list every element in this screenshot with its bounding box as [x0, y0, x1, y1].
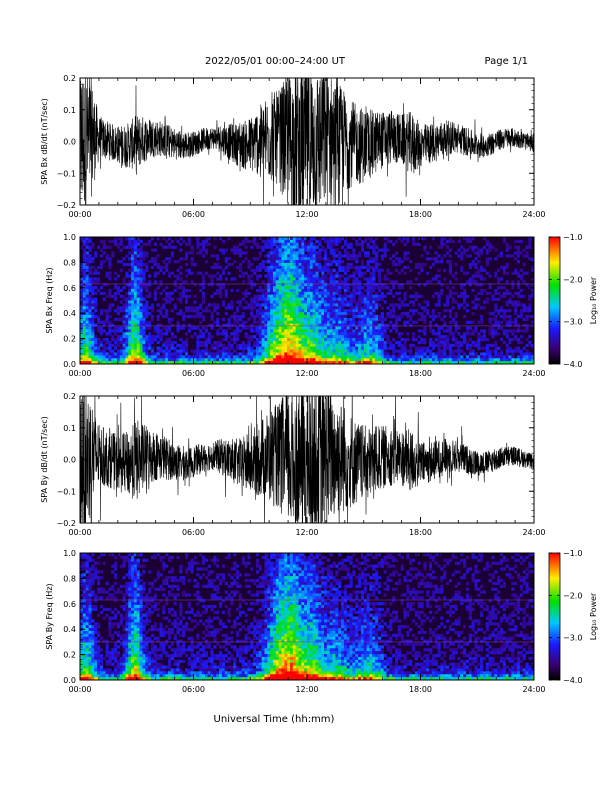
spectrogram-bx: [80, 237, 534, 364]
y-tick-label: 0.4: [63, 625, 76, 634]
x-tick-label: 24:00: [522, 685, 545, 694]
x-tick-label: 06:00: [182, 210, 205, 219]
colorbar-tick-label: −4.0: [563, 676, 582, 685]
axis-ticks: 00:00 06:00 12:00 18:00 24:00 0.2 0.1 0.0 −0.1 −0…: [57, 392, 546, 537]
y-tick-label: 0.1: [63, 106, 76, 115]
y-tick-label: −0.1: [57, 487, 76, 496]
panel-by-waveform: 00:00 06:00 12:00 18:00 24:00 0.2 0.1 0.0 −0.1 −0…: [40, 392, 546, 537]
waveform-bx: [80, 78, 534, 205]
x-tick-label: 24:00: [522, 210, 545, 219]
y-tick-label: 1.0: [63, 233, 76, 242]
waveform-by: [80, 396, 534, 523]
waveform-trace: [80, 78, 534, 205]
panel-bx-spectrogram: 00:00 06:00 12:00 18:00 24:00 1.0 0.8 0.6 0.4 0.2…: [45, 233, 598, 378]
x-tick-label: 24:00: [522, 369, 545, 378]
x-tick-label: 06:00: [182, 528, 205, 537]
spectrogram-by: [80, 553, 534, 680]
axis-ticks: 00:00 06:00 12:00 18:00 24:00 0.2 0.1 0.0 −0.1 −0…: [57, 74, 546, 219]
y-axis-label: SPA By Freq (Hz): [45, 583, 54, 649]
y-tick-label: 0.2: [63, 335, 76, 344]
x-tick-label: 18:00: [409, 685, 432, 694]
y-tick-label: 0.2: [63, 74, 76, 83]
y-tick-label: 0.4: [63, 309, 76, 318]
x-axis-label: Universal Time (hh:mm): [214, 714, 335, 725]
y-tick-label: 0.0: [63, 360, 76, 369]
waveform-trace: [80, 396, 534, 523]
colorbar-tick-label: −2.0: [563, 591, 582, 600]
x-tick-label: 24:00: [522, 528, 545, 537]
colorbar-tick-label: −2.0: [563, 275, 582, 284]
y-tick-label: 0.0: [63, 138, 76, 147]
colorbar-gradient: [548, 552, 561, 681]
colorbar-label: Log₁₀ Power: [589, 592, 598, 640]
y-tick-label: 0.1: [63, 424, 76, 433]
x-tick-label: 18:00: [409, 369, 432, 378]
colorbar-tick-label: −1.0: [563, 549, 582, 558]
y-tick-label: 1.0: [63, 549, 76, 558]
x-tick-label: 12:00: [295, 528, 318, 537]
axis-ticks: 00:00 06:00 12:00 18:00 24:00 1.0 0.8 0.6 0.4 0.2…: [63, 233, 545, 378]
colorbar-tick-label: −3.0: [563, 634, 582, 643]
colorbar-tick-label: −4.0: [563, 360, 582, 369]
x-tick-label: 18:00: [409, 528, 432, 537]
x-tick-label: 00:00: [68, 210, 91, 219]
colorbar-label: Log₁₀ Power: [589, 276, 598, 324]
colorbar: −1.0 −2.0 −3.0 −4.0 Log₁₀ Power: [548, 233, 598, 369]
y-tick-label: 0.0: [63, 456, 76, 465]
y-tick-label: 0.0: [63, 676, 76, 685]
x-tick-label: 12:00: [295, 685, 318, 694]
axis-ticks: 00:00 06:00 12:00 18:00 24:00 1.0 0.8 0.6 0.4 0.2…: [63, 549, 545, 694]
x-tick-label: 18:00: [409, 210, 432, 219]
y-tick-label: 0.2: [63, 392, 76, 401]
colorbar-tick-label: −1.0: [563, 233, 582, 242]
page-number: Page 1/1: [485, 56, 528, 67]
y-tick-label: 0.6: [63, 600, 76, 609]
y-axis-label: SPA By dB/dt (nT/sec): [40, 416, 49, 503]
colorbar-ticks: −1.0 −2.0 −3.0 −4.0: [549, 233, 582, 369]
y-axis-label: SPA Bx Freq (Hz): [45, 267, 54, 333]
panel-bx-waveform: 00:00 06:00 12:00 18:00 24:00 0.2 0.1 0.0 −0.1 −0…: [40, 74, 546, 219]
y-tick-label: 0.6: [63, 284, 76, 293]
y-tick-label: −0.1: [57, 169, 76, 178]
x-tick-label: 00:00: [68, 528, 91, 537]
page-title: 2022/05/01 00:00–24:00 UT: [205, 56, 346, 67]
y-tick-label: −0.2: [57, 201, 76, 210]
y-axis-label: SPA Bx dB/dt (nT/sec): [40, 98, 49, 185]
y-tick-label: 0.8: [63, 258, 76, 267]
colorbar-tick-label: −3.0: [563, 318, 582, 327]
y-tick-label: 0.2: [63, 651, 76, 660]
colorbar-gradient: [548, 236, 561, 365]
x-tick-label: 12:00: [295, 210, 318, 219]
x-tick-label: 00:00: [68, 369, 91, 378]
x-tick-label: 06:00: [182, 369, 205, 378]
y-tick-label: 0.8: [63, 574, 76, 583]
x-tick-label: 00:00: [68, 685, 91, 694]
x-tick-label: 12:00: [295, 369, 318, 378]
panel-by-spectrogram: 00:00 06:00 12:00 18:00 24:00 1.0 0.8 0.6 0.4 0.2…: [45, 549, 598, 694]
colorbar-ticks: −1.0 −2.0 −3.0 −4.0: [549, 549, 582, 685]
y-tick-label: −0.2: [57, 519, 76, 528]
colorbar: −1.0 −2.0 −3.0 −4.0 Log₁₀ Power: [548, 549, 598, 685]
x-tick-label: 06:00: [182, 685, 205, 694]
